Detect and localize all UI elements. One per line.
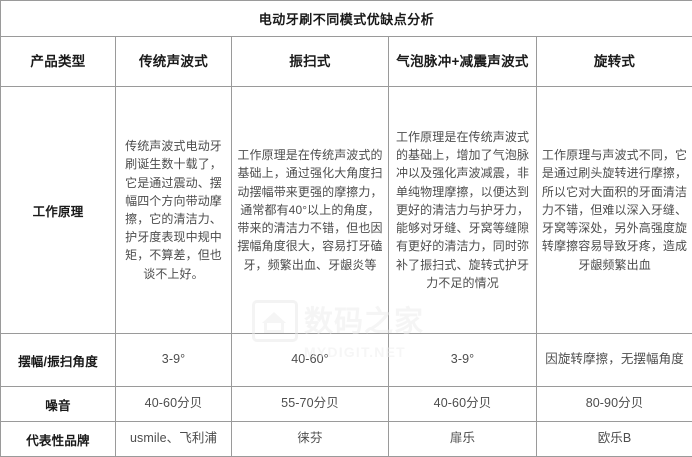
column-header-rotary: 旋转式 (537, 37, 692, 87)
cell-angle-rotary: 因旋转摩擦，无摆幅角度 (537, 334, 692, 387)
row-label-representative-brands: 代表性品牌 (1, 422, 116, 457)
cell-angle-traditional-sonic: 3-9° (116, 334, 232, 387)
table-row: 工作原理 传统声波式电动牙刷诞生数十载了，它是通过震动、摆幅四个方向带动摩擦，它… (1, 87, 692, 334)
cell-angle-sweeping: 40-60° (232, 334, 389, 387)
column-header-product-type: 产品类型 (1, 37, 116, 87)
table-header-row: 产品类型 传统声波式 振扫式 气泡脉冲+减震声波式 旋转式 (1, 37, 692, 87)
table-row: 噪音 40-60分贝 55-70分贝 40-60分贝 80-90分贝 (1, 387, 692, 422)
column-header-sweeping: 振扫式 (232, 37, 389, 87)
column-header-bubble-pulse: 气泡脉冲+减震声波式 (389, 37, 537, 87)
comparison-table-container: 数码之家 MYDIGIT.NET 电动牙刷不同模式优缺点分析 产品类型 传统声波… (0, 0, 692, 447)
cell-principle-bubble-pulse: 工作原理是在传统声波式的基础上，增加了气泡脉冲以及强化声波减震，非单纯物理摩擦，… (389, 87, 537, 334)
cell-brand-rotary: 欧乐B (537, 422, 692, 457)
cell-brand-bubble-pulse: 扉乐 (389, 422, 537, 457)
table-row: 代表性品牌 usmile、飞利浦 徕芬 扉乐 欧乐B (1, 422, 692, 457)
row-label-noise: 噪音 (1, 387, 116, 422)
cell-principle-rotary: 工作原理与声波式不同，它是通过刷头旋转进行摩擦，所以它对大面积的牙面清洁力不错，… (537, 87, 692, 334)
column-header-traditional-sonic: 传统声波式 (116, 37, 232, 87)
row-label-swing-angle: 摆幅/振扫角度 (1, 334, 116, 387)
table-title-row: 电动牙刷不同模式优缺点分析 (1, 1, 692, 37)
cell-noise-bubble-pulse: 40-60分贝 (389, 387, 537, 422)
cell-brand-traditional-sonic: usmile、飞利浦 (116, 422, 232, 457)
cell-noise-sweeping: 55-70分贝 (232, 387, 389, 422)
cell-noise-rotary: 80-90分贝 (537, 387, 692, 422)
cell-principle-sweeping: 工作原理是在传统声波式的基础上，通过强化大角度扫动摆幅带来更强的摩擦力，通常都有… (232, 87, 389, 334)
table-title: 电动牙刷不同模式优缺点分析 (1, 1, 692, 37)
cell-noise-traditional-sonic: 40-60分贝 (116, 387, 232, 422)
row-label-working-principle: 工作原理 (1, 87, 116, 334)
cell-angle-bubble-pulse: 3-9° (389, 334, 537, 387)
cell-brand-sweeping: 徕芬 (232, 422, 389, 457)
table-row: 摆幅/振扫角度 3-9° 40-60° 3-9° 因旋转摩擦，无摆幅角度 (1, 334, 692, 387)
cell-principle-traditional-sonic: 传统声波式电动牙刷诞生数十载了，它是通过震动、摆幅四个方向带动摩擦，它的清洁力、… (116, 87, 232, 334)
